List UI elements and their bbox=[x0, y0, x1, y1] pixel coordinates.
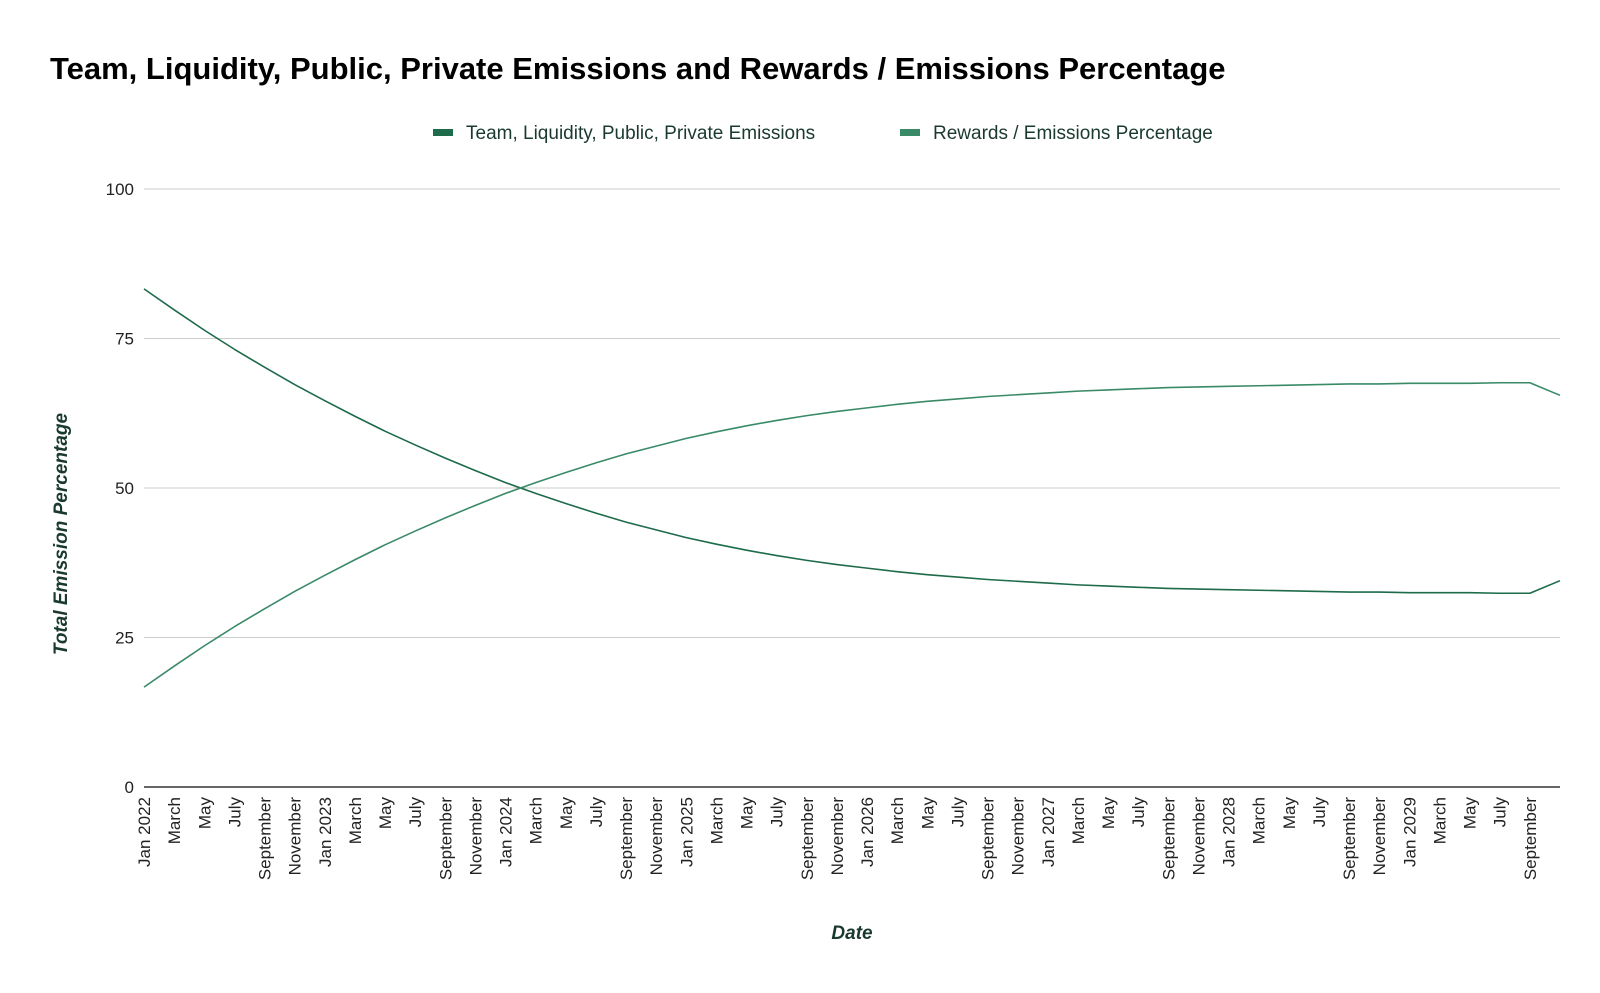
x-tick-label: July bbox=[225, 797, 244, 828]
x-tick-label: Jan 2022 bbox=[135, 797, 154, 867]
y-axis-label: Total Emission Percentage bbox=[51, 412, 72, 655]
x-tick-label: March bbox=[888, 797, 907, 844]
x-tick-label: May bbox=[195, 797, 214, 830]
x-tick-label: March bbox=[1069, 797, 1088, 844]
x-tick-label: July bbox=[948, 797, 967, 828]
x-tick-label: March bbox=[527, 797, 546, 844]
y-tick-label-25: 25 bbox=[115, 629, 134, 648]
x-tick-label: May bbox=[557, 797, 576, 830]
x-tick-label: March bbox=[346, 797, 365, 844]
series-line-1 bbox=[143, 381, 1561, 688]
x-tick-label: Jan 2028 bbox=[1220, 797, 1239, 867]
gridlines bbox=[144, 188, 1560, 638]
series-line-0 bbox=[143, 288, 1561, 595]
legend-swatch-1 bbox=[900, 129, 920, 136]
x-tick-label: Jan 2025 bbox=[677, 797, 696, 867]
x-tick-label: March bbox=[1430, 797, 1449, 844]
x-tick-label: September bbox=[798, 797, 817, 880]
x-tick-label: May bbox=[376, 797, 395, 830]
x-tick-label: May bbox=[1099, 797, 1118, 830]
x-tick-label: September bbox=[256, 797, 275, 880]
x-tick-label: July bbox=[768, 797, 787, 828]
x-tick-label: July bbox=[587, 797, 606, 828]
x-tick-label: March bbox=[165, 797, 184, 844]
y-tick-label-50: 50 bbox=[115, 479, 134, 498]
x-tick-label: March bbox=[707, 797, 726, 844]
x-tick-label: November bbox=[1189, 797, 1208, 876]
chart-title: Team, Liquidity, Public, Private Emissio… bbox=[50, 51, 1226, 86]
x-tick-label: Jan 2026 bbox=[858, 797, 877, 867]
x-tick-label: September bbox=[1159, 797, 1178, 880]
x-tick-label: July bbox=[1310, 797, 1329, 828]
x-axis-ticks: Jan 2022 March May July September November Jan… bbox=[135, 797, 1540, 881]
x-tick-label: May bbox=[918, 797, 937, 830]
y-tick-label-100: 100 bbox=[106, 180, 134, 199]
x-tick-label: Jan 2029 bbox=[1400, 797, 1419, 867]
x-tick-label: March bbox=[1250, 797, 1269, 844]
x-tick-label: May bbox=[738, 797, 757, 830]
y-tick-label-75: 75 bbox=[115, 330, 134, 349]
x-tick-label: July bbox=[406, 797, 425, 828]
x-tick-label: May bbox=[1461, 797, 1480, 830]
x-tick-label: Jan 2023 bbox=[316, 797, 335, 867]
y-axis-ticks: 0 25 50 75 100 bbox=[106, 180, 134, 797]
x-tick-label: September bbox=[1340, 797, 1359, 880]
legend-swatch-0 bbox=[433, 129, 453, 136]
x-tick-label: September bbox=[1521, 797, 1540, 880]
x-tick-label: September bbox=[979, 797, 998, 880]
series-layer bbox=[143, 288, 1561, 688]
x-tick-label: July bbox=[1129, 797, 1148, 828]
x-tick-label: July bbox=[1491, 797, 1510, 828]
x-tick-label: Jan 2027 bbox=[1039, 797, 1058, 867]
x-tick-label: November bbox=[286, 797, 305, 876]
y-tick-label-0: 0 bbox=[125, 778, 134, 797]
legend-label-0: Team, Liquidity, Public, Private Emissio… bbox=[466, 123, 815, 144]
x-tick-label: November bbox=[647, 797, 666, 876]
x-tick-label: November bbox=[1370, 797, 1389, 876]
x-axis-label: Date bbox=[831, 923, 873, 944]
legend: Team, Liquidity, Public, Private Emissio… bbox=[433, 123, 1213, 144]
x-tick-label: November bbox=[1009, 797, 1028, 876]
x-tick-label: November bbox=[828, 797, 847, 876]
x-tick-label: September bbox=[617, 797, 636, 880]
x-tick-label: November bbox=[466, 797, 485, 876]
legend-label-1: Rewards / Emissions Percentage bbox=[933, 123, 1213, 144]
x-tick-label: September bbox=[436, 797, 455, 880]
x-tick-label: Jan 2024 bbox=[497, 797, 516, 867]
x-tick-label: May bbox=[1280, 797, 1299, 830]
